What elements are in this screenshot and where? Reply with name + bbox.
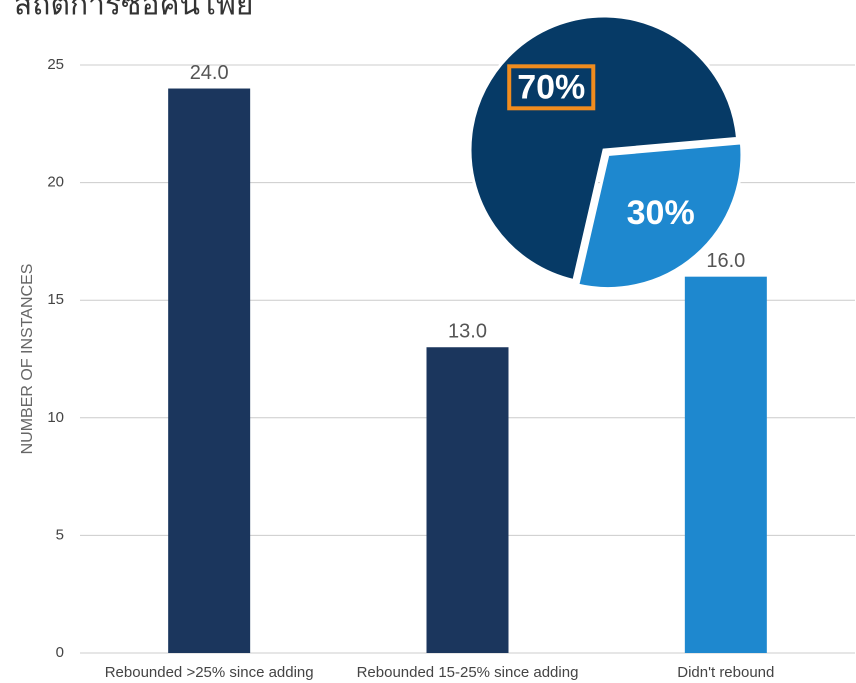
pie-label: 30% xyxy=(627,194,695,232)
pie-slice xyxy=(468,14,740,283)
y-tick-label: 10 xyxy=(47,409,64,426)
y-tick-label: 0 xyxy=(56,644,64,661)
y-axis-label: NUMBER OF INSTANCES xyxy=(19,264,36,455)
y-tick-label: 15 xyxy=(47,291,64,308)
x-tick-label: Didn't rebound xyxy=(677,664,774,681)
label-highlight xyxy=(507,64,596,111)
pie-label: 70% xyxy=(517,68,585,106)
data-label: 24.0 xyxy=(190,62,229,84)
data-label: 16.0 xyxy=(706,250,745,272)
y-tick-label: 5 xyxy=(56,526,64,543)
chart-title: สถิติการซื้อคืนโพย xyxy=(14,0,254,23)
x-tick-label: Rebounded 15-25% since adding xyxy=(357,664,579,681)
pie-slice xyxy=(575,141,744,291)
bar xyxy=(684,276,767,653)
y-tick-label: 25 xyxy=(47,56,64,73)
x-tick-label: Rebounded >25% since adding xyxy=(105,664,314,681)
data-label: 13.0 xyxy=(448,321,487,343)
bar xyxy=(168,88,251,653)
y-tick-label: 20 xyxy=(47,174,64,191)
bar xyxy=(426,347,509,653)
